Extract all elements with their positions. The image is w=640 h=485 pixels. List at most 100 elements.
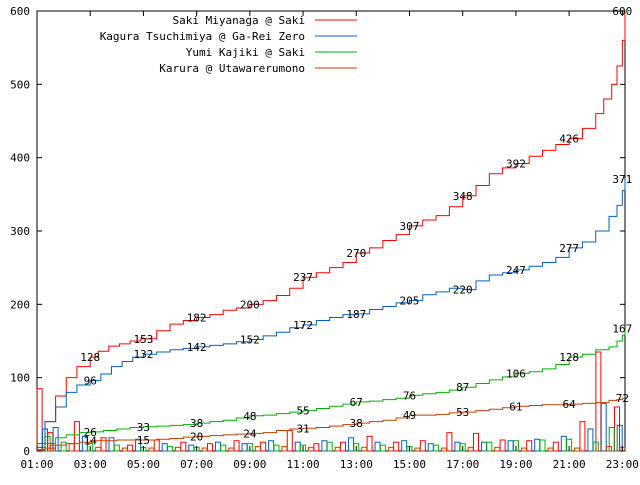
x-tick-label: 21:00 bbox=[553, 458, 586, 471]
histogram-bar bbox=[552, 441, 559, 452]
data-label: 426 bbox=[559, 133, 579, 146]
histogram-bar bbox=[401, 440, 408, 452]
histogram-bar bbox=[326, 441, 333, 452]
histogram-bar bbox=[592, 441, 599, 452]
histogram-bar bbox=[547, 447, 554, 452]
data-label: 49 bbox=[403, 409, 416, 422]
histogram-bar bbox=[600, 402, 607, 452]
histogram-bar bbox=[361, 446, 368, 452]
histogram-bar bbox=[579, 421, 586, 452]
x-tick-label: 23:00 bbox=[606, 458, 639, 471]
x-tick-label: 15:00 bbox=[393, 458, 426, 471]
data-label: 33 bbox=[137, 421, 150, 434]
histogram-bar bbox=[254, 446, 261, 452]
data-label: 277 bbox=[559, 242, 579, 255]
legend-label: Saki Miyanaga @ Saki bbox=[173, 14, 305, 27]
data-label: 348 bbox=[453, 190, 473, 203]
data-label: 87 bbox=[456, 381, 469, 394]
series-line-1 bbox=[37, 178, 626, 445]
data-label: 96 bbox=[84, 375, 97, 388]
data-label: 48 bbox=[243, 410, 256, 423]
histogram-bar bbox=[446, 432, 453, 452]
histogram-bar bbox=[313, 443, 320, 452]
x-tick-label: 19:00 bbox=[499, 458, 532, 471]
histogram-bar bbox=[560, 435, 567, 452]
histogram-bar bbox=[419, 440, 426, 452]
histogram-bar bbox=[606, 446, 613, 452]
data-label: 76 bbox=[403, 389, 416, 402]
histogram-bar bbox=[286, 429, 293, 452]
data-label: 172 bbox=[293, 319, 313, 332]
data-label: 237 bbox=[293, 271, 313, 284]
histogram-bar bbox=[339, 441, 346, 452]
plot-frame bbox=[36, 10, 626, 452]
histogram-bar bbox=[180, 441, 187, 452]
histogram-bar bbox=[68, 443, 75, 452]
data-label: 371 bbox=[612, 173, 632, 186]
data-label: 132 bbox=[133, 348, 153, 361]
data-label: 142 bbox=[187, 341, 207, 354]
data-label: 270 bbox=[346, 247, 366, 260]
histogram-bar bbox=[121, 447, 128, 452]
legend-label: Karura @ Utawarerumono bbox=[159, 62, 305, 75]
histogram-bar bbox=[188, 444, 195, 452]
histogram-bar bbox=[480, 441, 487, 452]
histogram-bar bbox=[228, 447, 235, 452]
data-label: 307 bbox=[400, 220, 420, 233]
histogram-bar bbox=[587, 428, 594, 452]
histogram-bar bbox=[214, 441, 221, 452]
data-label: 64 bbox=[563, 398, 577, 411]
histogram-bar bbox=[294, 441, 301, 452]
histogram-bar bbox=[167, 446, 174, 452]
histogram-bar bbox=[201, 447, 208, 452]
data-label: 55 bbox=[296, 405, 309, 418]
x-tick-label: 03:00 bbox=[74, 458, 107, 471]
data-label: 205 bbox=[400, 295, 420, 308]
histogram-bar bbox=[175, 446, 182, 452]
histogram-bar bbox=[148, 447, 155, 452]
histogram-bar bbox=[414, 447, 421, 452]
data-label: 61 bbox=[509, 400, 522, 413]
series-line-0 bbox=[37, 11, 626, 448]
data-label: 26 bbox=[84, 426, 97, 439]
histogram-bar bbox=[520, 447, 527, 452]
histogram-bar bbox=[127, 444, 134, 452]
data-label: 153 bbox=[133, 333, 153, 346]
histogram-bar bbox=[135, 438, 142, 452]
histogram-bar bbox=[507, 440, 514, 452]
y-tick-label: 600 bbox=[10, 5, 30, 18]
histogram-bar bbox=[260, 441, 267, 452]
data-label: 15 bbox=[137, 434, 150, 447]
histogram-bar bbox=[113, 444, 120, 452]
x-tick-label: 09:00 bbox=[233, 458, 266, 471]
histogram-bar bbox=[574, 447, 581, 452]
data-label: 392 bbox=[506, 158, 526, 171]
y-tick-label: 100 bbox=[10, 372, 30, 385]
y-tick-label: 500 bbox=[10, 78, 30, 91]
histogram-bar bbox=[60, 441, 67, 452]
data-label: 247 bbox=[506, 264, 526, 277]
y-tick-label: 400 bbox=[10, 152, 30, 165]
histogram-bar bbox=[347, 437, 354, 452]
x-tick-label: 11:00 bbox=[287, 458, 320, 471]
data-label: 600 bbox=[612, 5, 632, 18]
histogram-bar bbox=[499, 439, 506, 452]
histogram-bar bbox=[233, 440, 240, 452]
data-label: 152 bbox=[240, 334, 260, 347]
histogram-bar bbox=[73, 421, 80, 452]
histogram-bar bbox=[467, 446, 474, 452]
data-label: 220 bbox=[453, 284, 473, 297]
histogram-bar bbox=[36, 388, 43, 452]
histogram-bar bbox=[268, 440, 275, 452]
histogram-bar bbox=[366, 435, 373, 452]
histogram-bar bbox=[539, 439, 546, 452]
histogram-bar bbox=[441, 447, 448, 452]
data-label: 128 bbox=[80, 351, 100, 364]
data-label: 187 bbox=[346, 308, 366, 321]
histogram-bar bbox=[321, 440, 328, 452]
data-label: 67 bbox=[350, 396, 363, 409]
legend-label: Yumi Kajiki @ Saki bbox=[186, 46, 305, 59]
data-label: 20 bbox=[190, 430, 203, 443]
histogram-bar bbox=[100, 437, 107, 452]
